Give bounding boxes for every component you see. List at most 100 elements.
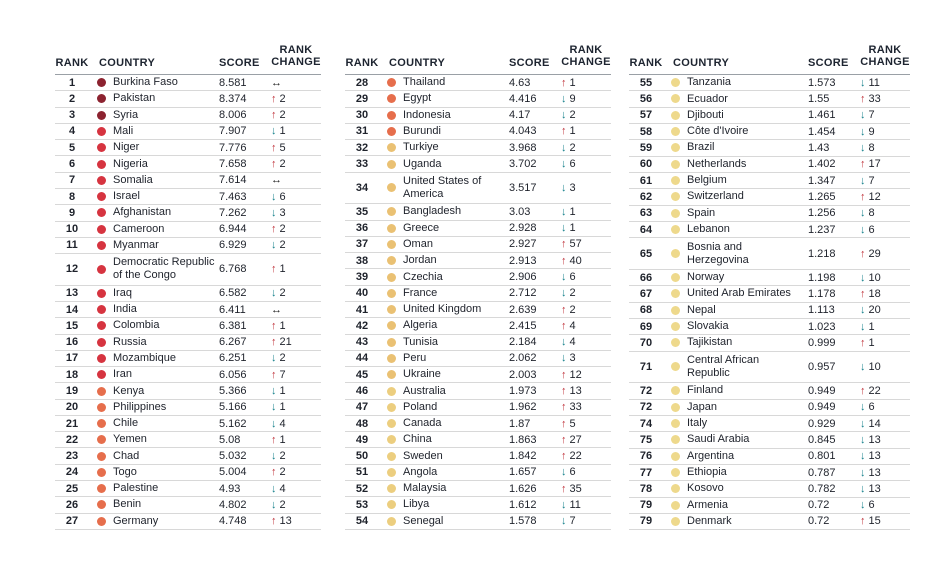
rank-change: ↑ 4: [561, 320, 611, 332]
dot-cell: [379, 402, 403, 412]
country-dot-icon: [670, 402, 680, 412]
country-dot-icon: [96, 94, 106, 104]
header-rank-change-line2: CHANGE: [561, 56, 611, 69]
rank-up-icon: ↑: [860, 287, 866, 300]
rank-change: ↓ 6: [561, 271, 611, 283]
rank-change: ↓ 9: [561, 93, 611, 105]
country-dot-icon: [386, 467, 396, 477]
score-value: 6.582: [219, 287, 247, 300]
country-name: Mozambique: [113, 351, 176, 364]
table-row: 8 Israel 7.463 ↓ 6: [55, 187, 321, 204]
rank-up-icon: ↑: [860, 384, 866, 397]
country-dot-icon: [670, 225, 680, 235]
rank-cell: 72: [639, 384, 653, 397]
country-dot-icon: [96, 240, 106, 250]
rank-down-icon: ↓: [561, 515, 567, 528]
score-value: 5.032: [219, 450, 247, 463]
rank-change: ↓ 4: [561, 336, 611, 348]
rank-same-icon: ↔: [271, 303, 282, 316]
rank-change-value: 7: [279, 368, 286, 381]
rank-up-icon: ↑: [561, 417, 567, 430]
rank-change: ↑ 1: [271, 263, 321, 275]
country-name: Pakistan: [113, 92, 156, 105]
score-value: 1.454: [808, 125, 836, 138]
rank-cell: 63: [639, 207, 653, 220]
dot-cell: [663, 386, 687, 396]
score-value: 0.787: [808, 466, 836, 479]
country-dot-icon: [670, 143, 680, 153]
country-dot-icon: [386, 370, 396, 380]
dot-cell: [89, 305, 113, 315]
table-row: 20 Philippines 5.166 ↓ 1: [55, 398, 321, 415]
rank-change-value: 2: [279, 498, 286, 511]
country-name: Libya: [403, 498, 430, 511]
country-dot-icon: [96, 224, 106, 234]
dot-cell: [89, 240, 113, 250]
rank-change: ↓ 13: [860, 450, 910, 462]
country-name: Chad: [113, 449, 140, 462]
score-value: 0.999: [808, 336, 836, 349]
rank-change: ↔: [271, 304, 321, 316]
country-dot-icon: [670, 435, 680, 445]
header-rank-change-line2: CHANGE: [271, 56, 321, 69]
rank-up-icon: ↑: [561, 303, 567, 316]
table-row: 18 Iran 6.056 ↑ 7: [55, 366, 321, 382]
table-row: 1 Burkina Faso 8.581 ↔: [55, 75, 321, 90]
rank-change: ↓ 1: [271, 125, 321, 137]
rank-cell: 74: [639, 417, 653, 430]
country-dot-icon: [96, 264, 106, 274]
rank-cell: 58: [639, 125, 653, 138]
country-name: Bangladesh: [403, 205, 462, 218]
rank-cell: 19: [65, 385, 79, 397]
score-value: 4.17: [509, 109, 531, 122]
dot-cell: [379, 484, 403, 494]
rank-cell: 14: [65, 303, 79, 316]
rank-down-icon: ↓: [271, 239, 277, 252]
rank-cell: 56: [639, 92, 653, 105]
rank-up-icon: ↑: [561, 450, 567, 463]
rank-same-icon: ↔: [271, 76, 282, 89]
country-dot-icon: [386, 223, 396, 233]
rank-cell: 45: [355, 368, 369, 381]
rank-change: ↑ 57: [561, 238, 611, 250]
dot-cell: [89, 484, 113, 494]
rank-down-icon: ↓: [860, 417, 866, 430]
country-dot-icon: [386, 126, 396, 136]
country-dot-icon: [670, 159, 680, 169]
score-value: 1.237: [808, 223, 836, 236]
rank-cell: 7: [68, 174, 76, 187]
score-value: 5.166: [219, 401, 247, 414]
table-row: 13 Iraq 6.582 ↓ 2: [55, 284, 321, 301]
country-name: Central African Republic: [687, 353, 760, 379]
score-value: 1.626: [509, 482, 537, 495]
rank-down-icon: ↓: [271, 352, 277, 365]
rank-change: ↓ 1: [561, 222, 611, 234]
country-name: Djibouti: [687, 108, 724, 121]
rank-down-icon: ↓: [561, 109, 567, 122]
dot-cell: [379, 256, 403, 266]
dot-cell: [89, 419, 113, 429]
table-row: 24 Togo 5.004 ↑ 2: [55, 463, 321, 480]
table-row: 46 Australia 1.973 ↑ 13: [345, 382, 611, 398]
rank-change: ↑ 15: [860, 515, 910, 527]
rank-cell: 37: [355, 238, 369, 251]
rank-change-value: 2: [569, 287, 576, 300]
rank-change-value: 4: [279, 482, 286, 495]
rank-down-icon: ↓: [561, 158, 567, 171]
table-row: 23 Chad 5.032 ↓ 2: [55, 447, 321, 463]
score-value: 1.578: [509, 515, 537, 528]
rank-change: ↓ 7: [860, 109, 910, 121]
rank-down-icon: ↓: [271, 190, 277, 203]
country-name: Turkiye: [403, 141, 439, 154]
score-value: 3.968: [509, 141, 537, 154]
rank-change-value: 1: [279, 319, 286, 332]
country-dot-icon: [96, 305, 106, 315]
dot-cell: [89, 386, 113, 396]
rank-change-value: 2: [279, 223, 286, 236]
rank-change-value: 6: [569, 466, 576, 479]
rank-down-icon: ↓: [860, 401, 866, 414]
rank-up-icon: ↑: [860, 336, 866, 349]
rank-cell: 33: [355, 158, 369, 171]
dot-cell: [89, 467, 113, 477]
rank-change-value: 8: [868, 207, 875, 220]
